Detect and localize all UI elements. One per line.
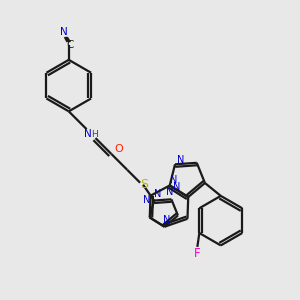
Text: N: N — [143, 194, 151, 205]
Text: F: F — [194, 247, 201, 260]
Text: S: S — [140, 178, 148, 191]
Text: H: H — [91, 130, 98, 139]
Text: N: N — [177, 155, 184, 165]
Text: N: N — [173, 182, 180, 192]
Text: N: N — [170, 175, 177, 184]
Text: N: N — [163, 215, 170, 225]
Text: N: N — [166, 188, 173, 197]
Text: O: O — [114, 144, 123, 154]
Text: N: N — [60, 27, 68, 37]
Text: N: N — [154, 189, 161, 199]
Text: C: C — [66, 40, 74, 50]
Text: N: N — [84, 129, 92, 139]
